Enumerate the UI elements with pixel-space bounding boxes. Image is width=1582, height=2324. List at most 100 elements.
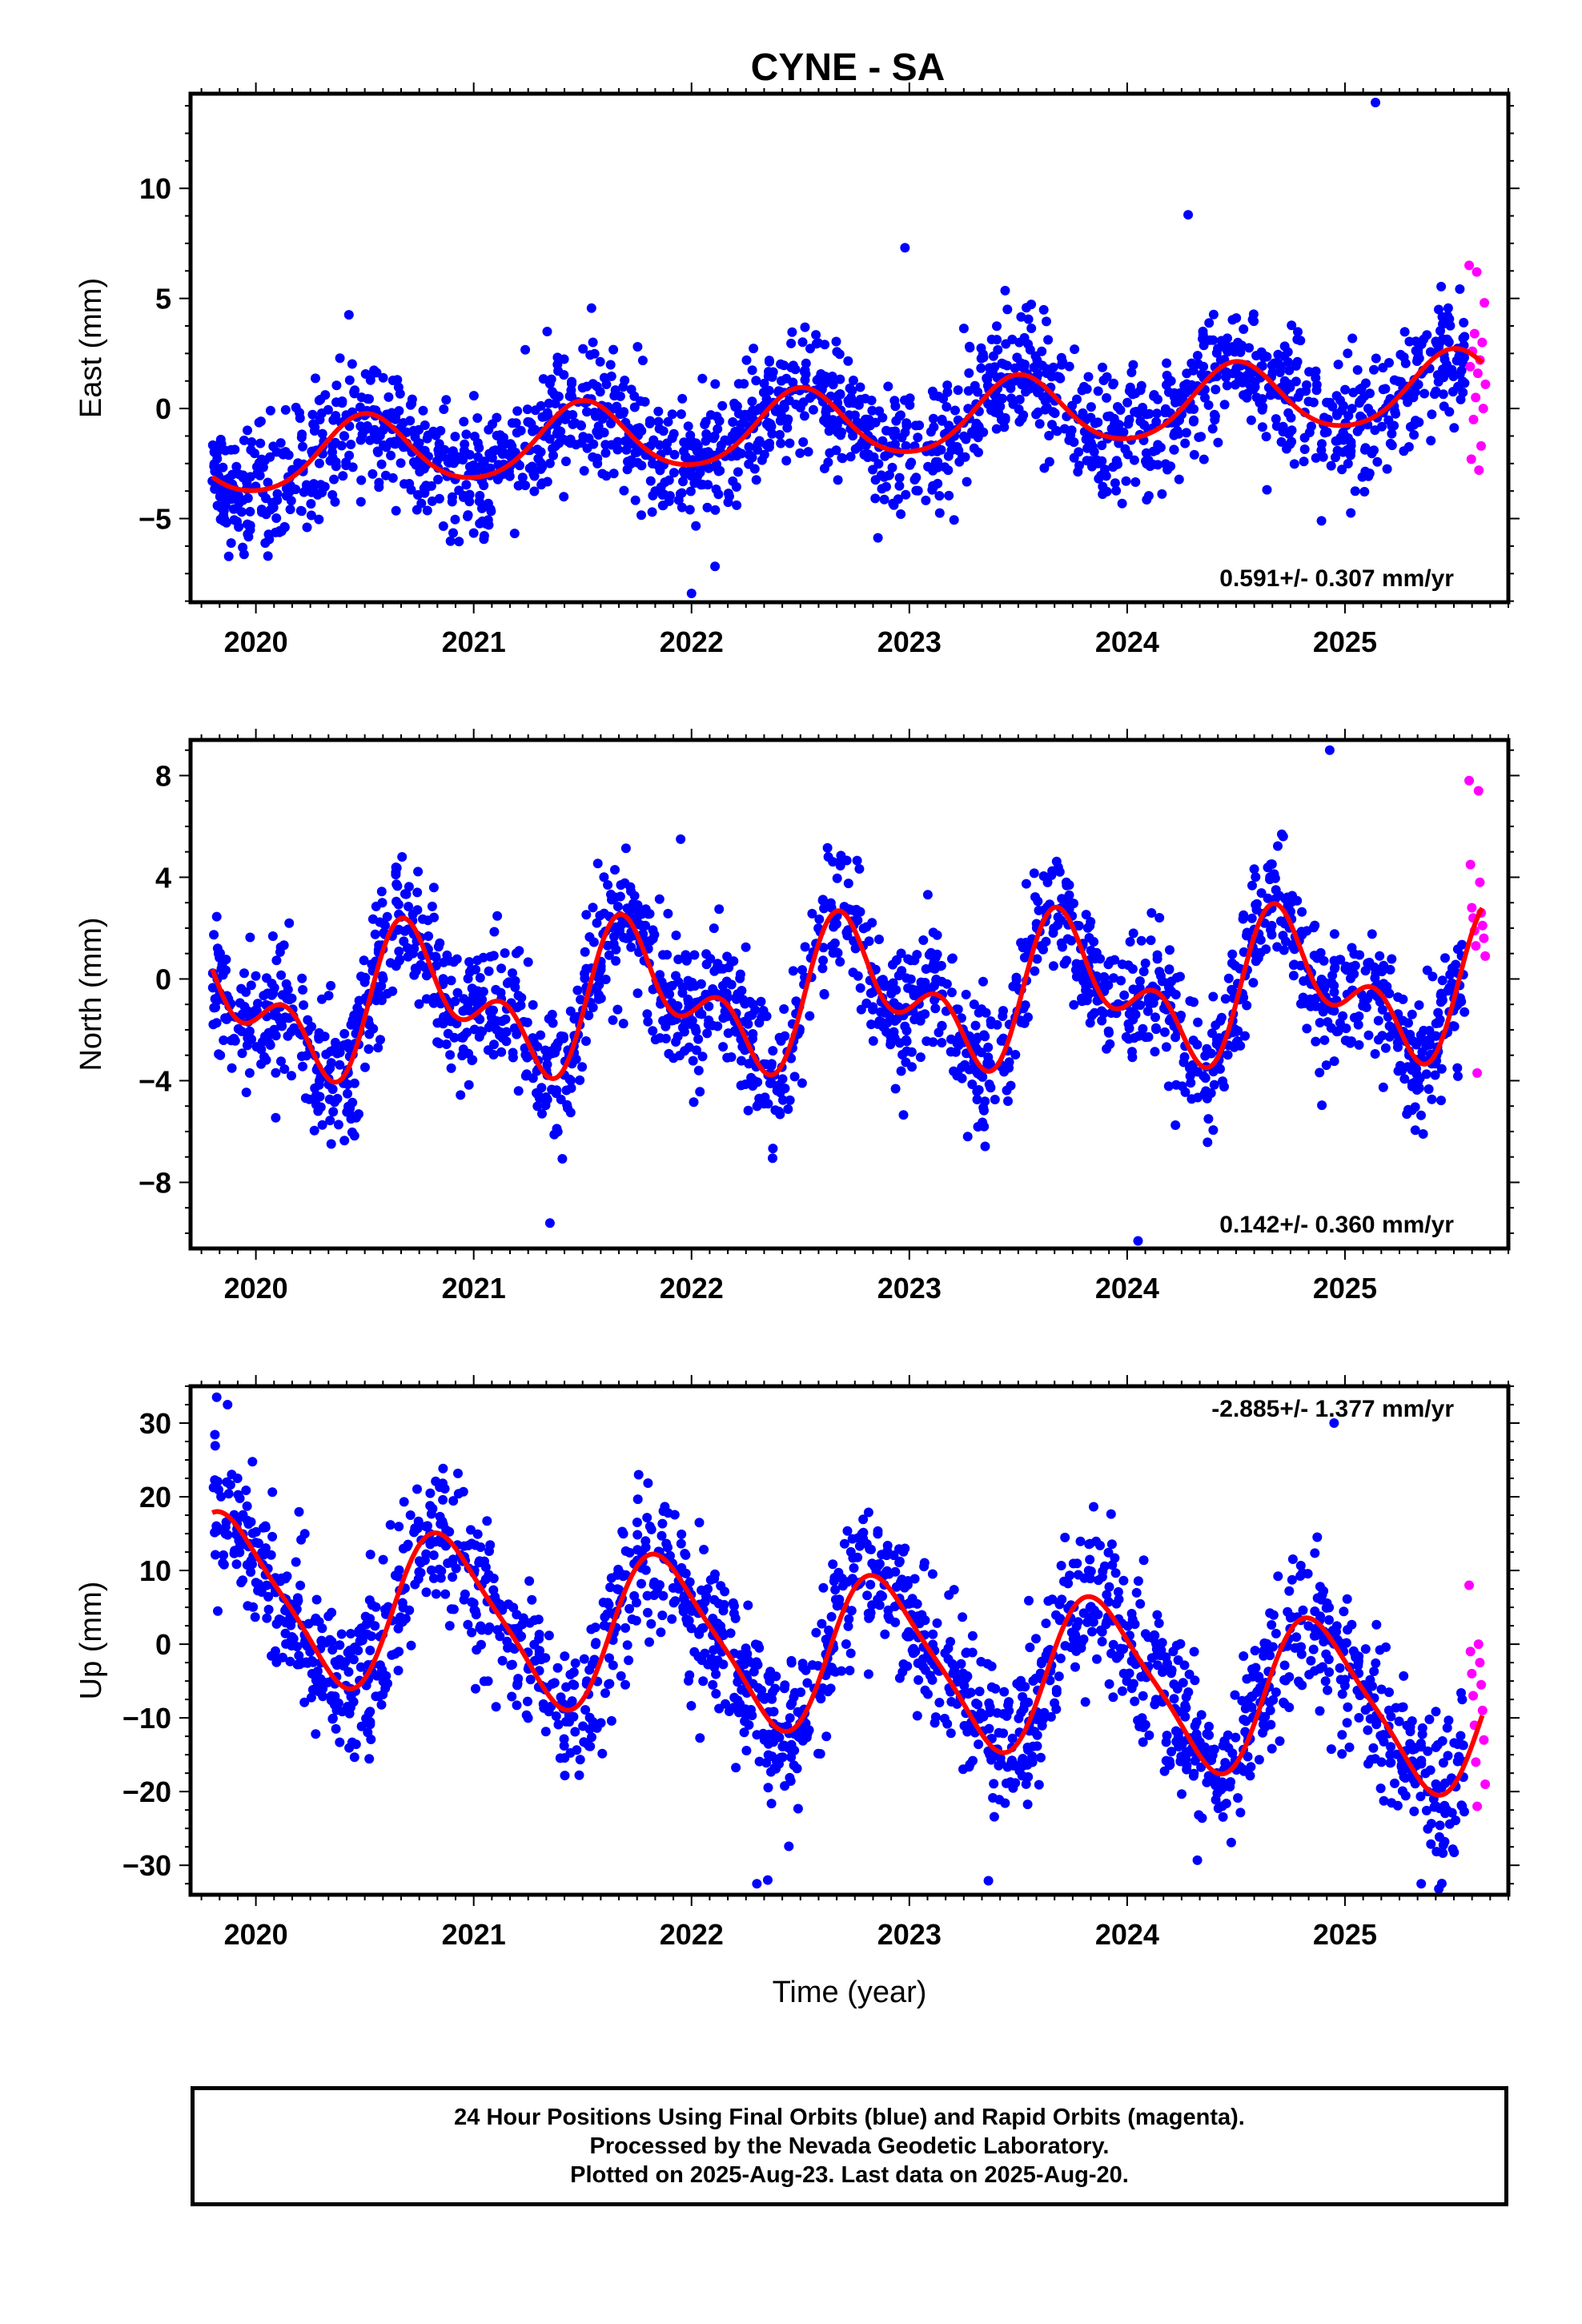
final-orbit-point — [630, 448, 640, 458]
final-orbit-point — [464, 489, 475, 500]
final-orbit-point — [211, 449, 222, 460]
final-orbit-point — [1283, 408, 1294, 418]
rapid-orbit-point — [1464, 260, 1475, 271]
final-orbit-point — [1288, 971, 1299, 981]
final-orbit-point — [297, 973, 307, 983]
final-orbit-point — [485, 504, 496, 514]
final-orbit-point — [1423, 1084, 1434, 1094]
final-orbit-point — [521, 1069, 532, 1080]
plot-area-east — [207, 97, 1491, 599]
final-orbit-point — [901, 440, 911, 451]
final-orbit-point — [677, 393, 688, 404]
final-orbit-point — [683, 975, 693, 986]
final-orbit-point — [461, 480, 472, 490]
final-orbit-point — [849, 398, 859, 408]
final-orbit-point — [1185, 1063, 1195, 1073]
final-orbit-point — [701, 436, 711, 446]
final-orbit-point — [1316, 516, 1327, 526]
final-orbit-point — [551, 1088, 561, 1099]
final-orbit-point — [458, 1006, 468, 1016]
final-orbit-point — [552, 1127, 563, 1137]
final-orbit-point — [1186, 358, 1197, 368]
final-orbit-point — [1152, 954, 1162, 964]
final-orbit-point — [298, 985, 308, 995]
final-orbit-point — [1198, 326, 1208, 336]
final-orbit-point — [669, 468, 679, 478]
final-orbit-point — [464, 497, 475, 507]
final-orbit-point — [797, 337, 808, 348]
final-orbit-point — [1333, 1026, 1343, 1036]
final-orbit-point — [1427, 971, 1438, 982]
final-orbit-point — [1273, 1571, 1283, 1582]
final-orbit-point — [565, 1006, 576, 1016]
rapid-orbit-point — [1471, 392, 1481, 403]
final-orbit-point — [759, 378, 769, 388]
final-orbit-point — [663, 416, 673, 427]
final-orbit-point — [1086, 402, 1096, 412]
final-orbit-point — [588, 439, 599, 449]
final-orbit-point — [1029, 868, 1039, 879]
final-orbit-point — [439, 1011, 449, 1022]
final-orbit-point — [942, 380, 953, 391]
final-orbit-point — [1407, 1065, 1417, 1076]
final-orbit-point — [1138, 403, 1148, 412]
final-orbit-point — [1306, 1001, 1316, 1011]
final-orbit-point — [1185, 404, 1195, 414]
final-orbit-point — [1242, 392, 1252, 403]
final-orbit-point — [593, 994, 604, 1004]
final-orbit-point — [934, 508, 945, 518]
rapid-orbit-point — [1477, 920, 1488, 931]
x-tick-label: 2024 — [1095, 1918, 1159, 1951]
final-orbit-point — [1159, 1027, 1170, 1037]
final-orbit-point — [441, 395, 452, 405]
final-orbit-point — [401, 889, 412, 899]
final-orbit-point — [450, 432, 460, 442]
rapid-orbit-point — [1479, 933, 1489, 943]
final-orbit-point — [251, 1526, 261, 1537]
final-orbit-point — [1208, 335, 1219, 345]
final-orbit-point — [991, 424, 1002, 434]
final-orbit-point — [242, 1040, 252, 1051]
final-orbit-point — [843, 356, 853, 366]
x-tick-label: 2025 — [1313, 625, 1377, 658]
final-orbit-point — [662, 1014, 673, 1024]
final-orbit-point — [1337, 464, 1347, 475]
final-orbit-point — [291, 402, 301, 412]
final-orbit-point — [621, 444, 632, 455]
final-orbit-point — [1180, 438, 1191, 448]
final-orbit-point — [1196, 432, 1207, 442]
final-orbit-point — [1215, 1063, 1225, 1074]
final-orbit-point — [314, 396, 324, 405]
final-orbit-point — [1150, 1023, 1161, 1033]
final-orbit-point — [428, 998, 439, 1008]
final-orbit-point — [1293, 392, 1303, 402]
final-orbit-point — [1398, 994, 1408, 1004]
final-orbit-point — [556, 434, 567, 444]
final-orbit-point — [1378, 363, 1388, 373]
final-orbit-point — [1360, 966, 1371, 976]
final-orbit-point — [1037, 346, 1047, 356]
final-orbit-point — [1059, 959, 1070, 969]
final-orbit-point — [1121, 476, 1131, 486]
final-orbit-point — [1092, 995, 1102, 1006]
final-orbit-point — [702, 502, 713, 513]
final-orbit-point — [422, 505, 432, 516]
final-orbit-point — [1247, 880, 1257, 891]
final-orbit-point — [657, 1610, 668, 1621]
final-orbit-point — [349, 1752, 359, 1763]
final-orbit-point — [1363, 1030, 1374, 1040]
final-orbit-point — [1199, 340, 1209, 351]
final-orbit-point — [1361, 378, 1371, 388]
final-orbit-point — [972, 1095, 982, 1104]
final-orbit-point — [513, 480, 524, 491]
final-orbit-point — [1457, 357, 1468, 368]
final-orbit-point — [950, 405, 960, 416]
final-orbit-point — [776, 438, 786, 448]
y-tick-label: 8 — [155, 759, 171, 792]
final-orbit-point — [751, 475, 761, 485]
final-orbit-point — [512, 1029, 522, 1039]
final-orbit-point — [511, 948, 521, 959]
final-orbit-point — [452, 987, 463, 998]
final-orbit-point — [211, 911, 222, 922]
final-orbit-point — [575, 1075, 585, 1085]
